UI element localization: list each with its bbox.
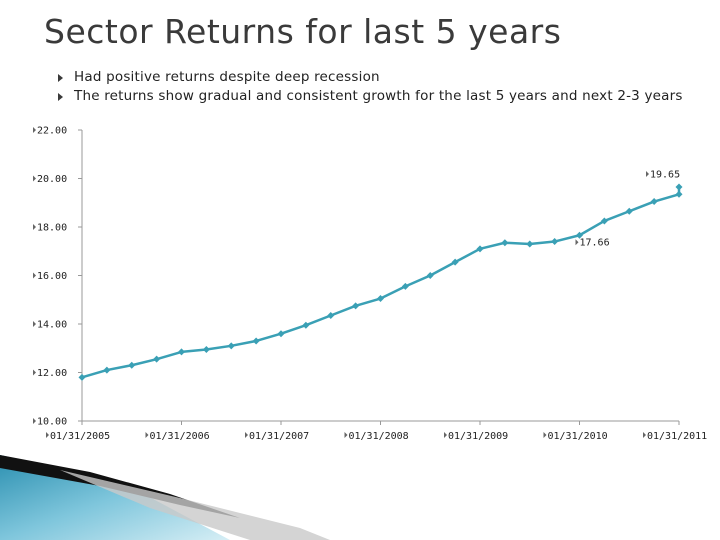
data-point [551, 238, 559, 246]
bullet-text: Had positive returns despite deep recess… [74, 69, 380, 85]
data-point [352, 302, 360, 310]
y-tick-label: 14.00 [37, 320, 67, 331]
bullet-item: Had positive returns despite deep recess… [58, 68, 683, 87]
data-point [302, 321, 310, 329]
y-tick-label: 22.00 [37, 126, 67, 137]
x-tick-bullet-icon [344, 432, 348, 438]
data-point [277, 330, 285, 338]
data-point [426, 272, 434, 279]
bullet-arrow-icon [58, 93, 63, 101]
x-tick-label: 01/31/2011 [647, 431, 707, 442]
data-label-bullet-icon [575, 239, 579, 246]
x-tick-bullet-icon [543, 432, 547, 438]
y-tick-label: 18.00 [37, 223, 67, 234]
data-point [202, 345, 210, 353]
corner-gray-swoosh [60, 470, 330, 540]
series-line [81, 186, 681, 379]
data-point [377, 295, 384, 303]
x-tick-bullet-icon [145, 432, 149, 438]
y-tick-bullet-icon [33, 418, 36, 424]
bullet-arrow-icon [58, 74, 63, 82]
data-point [451, 258, 459, 266]
y-tick-bullet-icon [33, 127, 36, 133]
data-point [153, 355, 161, 363]
y-tick-label: 16.00 [37, 271, 67, 282]
data-label: 17.66 [580, 238, 610, 249]
x-tick-label: 01/31/2008 [349, 431, 409, 442]
x-tick-label: 01/31/2010 [548, 431, 608, 442]
y-tick-bullet-icon [33, 321, 36, 327]
bullet-item: The returns show gradual and consistent … [58, 87, 683, 106]
data-point [401, 282, 409, 290]
data-point [526, 240, 534, 248]
slide-title: Sector Returns for last 5 years [44, 12, 562, 51]
data-point [178, 348, 185, 356]
y-tick-bullet-icon [33, 224, 36, 230]
data-point [128, 361, 136, 369]
y-tick-bullet-icon [33, 369, 36, 376]
data-point [476, 245, 484, 253]
data-point [327, 312, 335, 320]
data-point [252, 337, 260, 345]
data-point [103, 366, 111, 374]
x-tick-bullet-icon [46, 432, 49, 438]
x-tick-bullet-icon [245, 432, 248, 438]
data-point [227, 342, 235, 350]
data-point [650, 198, 658, 206]
data-label-bullet-icon [646, 170, 649, 177]
bullet-list: Had positive returns despite deep recess… [58, 68, 683, 106]
data-point [625, 207, 633, 215]
x-tick-bullet-icon [643, 432, 646, 438]
y-tick-label: 12.00 [37, 368, 67, 379]
data-point [675, 183, 683, 191]
x-tick-bullet-icon [444, 432, 447, 438]
data-label: 19.65 [650, 169, 680, 180]
x-tick-label: 01/31/2006 [150, 431, 210, 442]
y-tick-label: 20.00 [37, 174, 67, 185]
data-point [78, 373, 86, 381]
y-tick-bullet-icon [33, 272, 36, 279]
x-tick-label: 01/31/2009 [448, 431, 508, 442]
x-tick-label: 01/31/2007 [249, 431, 309, 442]
data-point [675, 190, 683, 198]
data-point [600, 217, 608, 225]
bullet-text: The returns show gradual and consistent … [74, 88, 683, 104]
x-tick-label: 01/31/2005 [50, 431, 110, 442]
data-point [501, 239, 509, 247]
y-tick-bullet-icon [33, 175, 36, 182]
y-tick-label: 10.00 [37, 417, 67, 428]
data-point [576, 231, 583, 239]
